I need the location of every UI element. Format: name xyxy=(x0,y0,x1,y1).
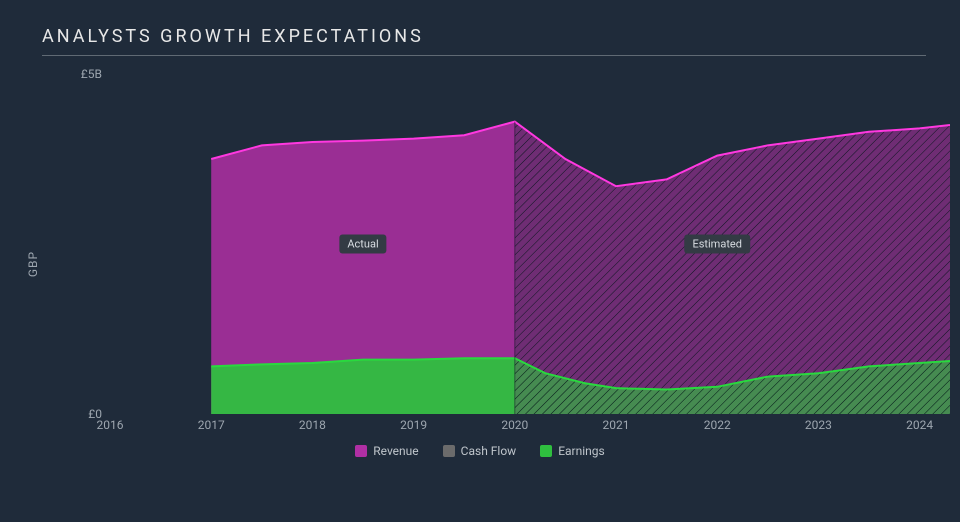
plot-area xyxy=(110,74,950,414)
legend-item-revenue[interactable]: Revenue xyxy=(355,444,418,458)
x-tick: 2021 xyxy=(603,418,630,432)
x-tick: 2019 xyxy=(400,418,427,432)
region-badge: Estimated xyxy=(684,235,749,254)
chart-title: ANALYSTS GROWTH EXPECTATIONS xyxy=(42,26,936,47)
y-tick: £5B xyxy=(56,67,102,81)
legend-swatch xyxy=(540,445,552,457)
y-tick: £0 xyxy=(56,407,102,421)
legend-label: Cash Flow xyxy=(461,444,517,458)
legend-label: Revenue xyxy=(373,444,418,458)
legend-item-cashflow[interactable]: Cash Flow xyxy=(443,444,517,458)
legend-swatch xyxy=(355,445,367,457)
title-rule xyxy=(42,55,926,56)
x-tick: 2017 xyxy=(198,418,225,432)
x-tick: 2023 xyxy=(805,418,832,432)
x-tick: 2018 xyxy=(299,418,326,432)
chart-page: ANALYSTS GROWTH EXPECTATIONS GBP £0 £5B 2… xyxy=(0,0,960,522)
x-axis: 201620172018201920202021202220232024 xyxy=(110,416,950,438)
legend: Revenue Cash Flow Earnings xyxy=(24,444,936,460)
x-tick: 2016 xyxy=(97,418,124,432)
region-badge: Actual xyxy=(339,235,386,254)
legend-label: Earnings xyxy=(558,444,605,458)
chart-container: GBP £0 £5B 2016 2017 2018 2019 2020 2021 2022 20… xyxy=(24,64,936,464)
x-tick: 2024 xyxy=(906,418,933,432)
y-axis-label: GBP xyxy=(26,251,40,277)
x-tick: 2022 xyxy=(704,418,731,432)
x-tick: 2020 xyxy=(501,418,528,432)
legend-item-earnings[interactable]: Earnings xyxy=(540,444,605,458)
area-chart-svg xyxy=(110,74,950,414)
legend-swatch xyxy=(443,445,455,457)
